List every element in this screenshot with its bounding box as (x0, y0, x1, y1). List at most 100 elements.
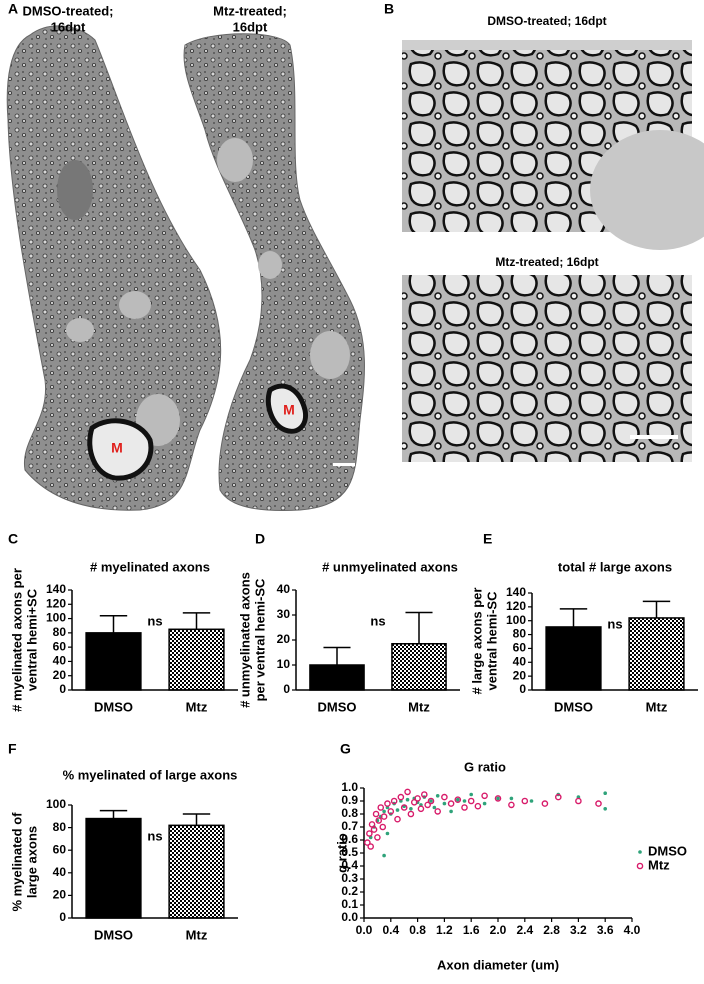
bar (545, 626, 602, 691)
y-axis-label: % myelinated of (9, 812, 24, 912)
y-axis-label: per ventral hemi-SC (252, 578, 267, 701)
bar (168, 824, 225, 919)
bar (391, 643, 447, 691)
annotation: ns (147, 828, 162, 843)
x-tick-label: Mtz (408, 699, 430, 714)
y-tick-label: 0.0 (341, 910, 358, 924)
point (407, 810, 415, 818)
y-axis-label: ventral hemi+SC (24, 588, 39, 691)
y-axis-label: ventral hemi-SC (484, 591, 499, 691)
point (496, 796, 500, 801)
chart-title: # myelinated axons (90, 559, 210, 574)
marker-label: M (283, 402, 295, 418)
y-tick-label: 40 (53, 865, 67, 879)
y-tick-label: 80 (513, 627, 527, 641)
point (467, 797, 475, 805)
bar (168, 628, 225, 691)
x-tick-label: 0.8 (409, 923, 426, 937)
x-tick-label: 2.0 (490, 923, 507, 937)
point (368, 821, 376, 828)
point (424, 801, 431, 809)
y-axis-label: large axons (24, 826, 39, 898)
point (364, 839, 371, 846)
y-tick-label: 1.0 (341, 780, 358, 794)
point (603, 807, 607, 811)
y-tick-label: 0.7 (341, 819, 358, 833)
annotation: ns (607, 616, 622, 631)
point (372, 810, 380, 818)
y-tick-label: 120 (506, 599, 526, 613)
point (400, 804, 408, 811)
y-axis-label: # unmyelinated axons (237, 572, 252, 708)
micrograph-title: DMSO-treated; (22, 3, 113, 18)
nucleus (590, 130, 704, 250)
point (380, 813, 388, 820)
point (410, 799, 418, 806)
chart-title: total # large axons (558, 559, 672, 574)
bar (628, 617, 685, 691)
point (429, 799, 433, 803)
point (390, 797, 398, 805)
point (481, 792, 488, 800)
bar (85, 632, 142, 691)
micrograph-title: Mtz-treated; 16dpt (495, 255, 598, 269)
x-tick-label: DMSO (554, 699, 593, 714)
panel-letter: C (8, 531, 18, 547)
point (404, 788, 411, 796)
y-tick-label: 40 (277, 582, 291, 596)
legend-marker (636, 862, 644, 870)
y-tick-label: 20 (513, 668, 527, 682)
cell (119, 291, 151, 319)
scale-bar (333, 463, 355, 466)
micrograph (6, 25, 222, 511)
point (374, 834, 381, 841)
panel-letters: A B C D E F G (8, 1, 492, 757)
micrograph-title: DMSO-treated; 16dpt (487, 14, 606, 28)
point (509, 796, 514, 801)
y-tick-label: 20 (53, 888, 67, 902)
y-tick-label: 100 (506, 613, 526, 627)
point (494, 795, 502, 802)
y-tick-label: 0.5 (341, 845, 358, 859)
point (370, 826, 378, 833)
annotation: ns (147, 613, 162, 628)
point (529, 799, 534, 803)
mauthner-axon (87, 418, 154, 481)
y-tick-label: 100 (46, 797, 66, 811)
point (375, 817, 383, 824)
point (575, 797, 582, 805)
error-bar (559, 608, 588, 627)
panel-letter: D (255, 531, 265, 547)
micrograph-title: 16dpt (233, 19, 268, 34)
point (379, 823, 387, 831)
x-tick-label: Mtz (646, 699, 668, 714)
y-tick-label: 80 (53, 625, 67, 639)
point (603, 791, 607, 795)
x-tick-label: 0.4 (382, 923, 399, 937)
y-tick-label: 80 (53, 820, 67, 834)
panel-letter: F (8, 741, 17, 757)
point (462, 799, 467, 803)
point (387, 808, 395, 815)
point (394, 815, 401, 823)
chart-title: % myelinated of large axons (63, 767, 238, 782)
x-tick-label: DMSO (94, 927, 133, 942)
y-axis-label: # myelinated axons per (9, 568, 24, 712)
point (382, 853, 386, 858)
y-tick-label: 120 (46, 596, 66, 610)
panel-letter: G (340, 741, 351, 757)
point (395, 808, 400, 812)
error-bar (323, 646, 351, 665)
error-bar (99, 809, 128, 819)
cell (66, 318, 94, 342)
y-tick-label: 0.6 (341, 832, 358, 846)
x-tick-label: 4.0 (624, 923, 641, 937)
point (541, 800, 549, 807)
point (435, 794, 440, 798)
point (367, 843, 375, 850)
point (508, 801, 515, 809)
y-tick-label: 0 (283, 682, 290, 696)
micrograph-title: Mtz-treated; (213, 3, 287, 18)
scale-bar (630, 435, 678, 439)
